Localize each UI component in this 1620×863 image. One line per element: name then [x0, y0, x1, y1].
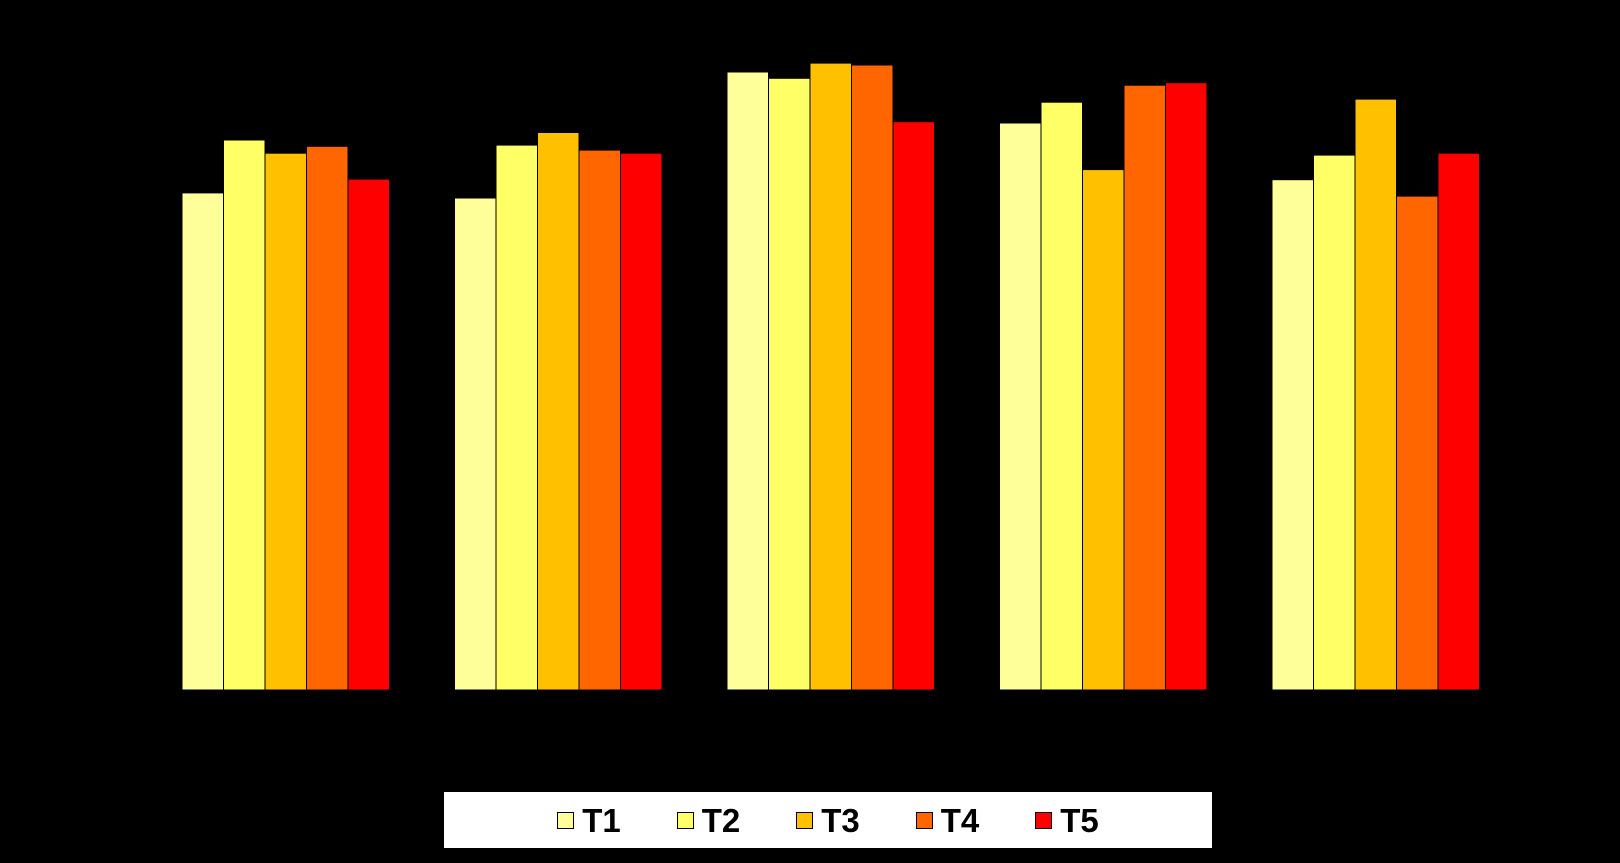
- bar-t1-group-2: [454, 197, 497, 691]
- legend-label-t4: T4: [940, 801, 980, 839]
- legend-item-t5: T5: [1035, 804, 1099, 837]
- legend-label-t2: T2: [701, 801, 741, 839]
- legend-label-t5: T5: [1060, 801, 1099, 839]
- bar-t2-group-5: [1313, 154, 1356, 691]
- legend-swatch-t2: [676, 811, 694, 829]
- legend-swatch-t3: [796, 811, 814, 829]
- legend-item-t3: T3: [796, 804, 860, 837]
- bar-t4-group-2: [578, 149, 621, 691]
- bar-t4-group-1: [306, 145, 349, 691]
- bar-t4-group-5: [1396, 195, 1439, 691]
- legend-label-t3: T3: [821, 801, 860, 839]
- bar-t1-group-3: [726, 71, 769, 691]
- bar-t5-group-3: [892, 121, 935, 691]
- legend: T1 T2 T3 T4 T5: [444, 792, 1212, 848]
- bar-t3-group-2: [537, 132, 580, 691]
- bar-t1-group-4: [999, 122, 1042, 691]
- legend-item-t1: T1: [557, 804, 621, 837]
- bar-t3-group-3: [809, 62, 852, 691]
- bar-t3-group-1: [264, 152, 307, 691]
- legend-item-t2: T2: [676, 801, 741, 839]
- bar-t5-group-2: [620, 152, 663, 691]
- legend-swatch-t4: [915, 811, 933, 829]
- bar-t3-group-5: [1354, 98, 1397, 691]
- bar-t4-group-3: [851, 64, 894, 691]
- bar-t1-group-5: [1271, 179, 1314, 691]
- bars-group: [181, 62, 1480, 691]
- legend-item-t4: T4: [915, 801, 980, 839]
- legend-swatch-t5: [1035, 811, 1053, 829]
- bar-t1-group-1: [181, 192, 224, 691]
- legend-swatch-t1: [557, 811, 575, 829]
- bar-t2-group-3: [768, 77, 811, 691]
- bar-t2-group-2: [495, 144, 538, 691]
- bar-t5-group-1: [347, 178, 390, 691]
- bar-t2-group-1: [223, 139, 266, 691]
- legend-label-t1: T1: [582, 801, 621, 839]
- bar-t3-group-4: [1082, 169, 1125, 691]
- bar-t5-group-5: [1437, 152, 1480, 691]
- bar-t2-group-4: [1040, 101, 1083, 691]
- bar-t5-group-4: [1165, 82, 1208, 691]
- bar-t4-group-4: [1123, 84, 1166, 691]
